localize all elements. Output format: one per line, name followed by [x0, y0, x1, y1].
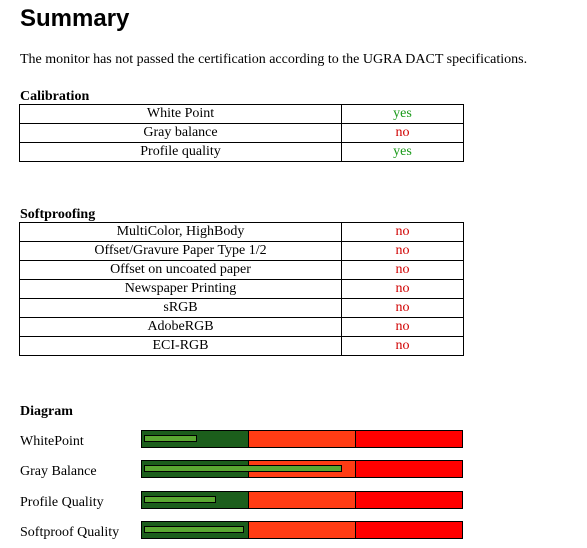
- calibration-table: White Point yes Gray balance no Profile …: [19, 104, 464, 162]
- row-name: Offset on uncoated paper: [19, 260, 342, 280]
- row-value: yes: [341, 104, 464, 124]
- row-name: AdobeRGB: [19, 317, 342, 337]
- row-name: White Point: [19, 104, 342, 124]
- diagram-bar-profile-quality: [141, 491, 463, 509]
- zone-warning: [249, 492, 356, 508]
- row-name: Offset/Gravure Paper Type 1/2: [19, 241, 342, 261]
- zone-warning: [249, 522, 356, 538]
- row-value: no: [341, 317, 464, 337]
- diagram-bar-whitepoint: [141, 430, 463, 448]
- diagram-label-whitepoint: WhitePoint: [20, 434, 84, 449]
- diagram-label-profile-quality: Profile Quality: [20, 495, 104, 510]
- table-row: Newspaper Printing no: [19, 279, 464, 299]
- table-row: MultiColor, HighBody no: [19, 222, 464, 242]
- row-name: Profile quality: [19, 142, 342, 162]
- softproofing-heading: Softproofing: [20, 207, 96, 222]
- diagram-heading: Diagram: [20, 404, 73, 419]
- level-indicator: [144, 435, 197, 442]
- diagram-bar-gray-balance: [141, 460, 463, 478]
- table-row: White Point yes: [19, 104, 464, 124]
- diagram-label-gray-balance: Gray Balance: [20, 464, 97, 479]
- row-value: no: [341, 279, 464, 299]
- table-row: AdobeRGB no: [19, 317, 464, 337]
- level-indicator: [144, 526, 244, 533]
- row-name: sRGB: [19, 298, 342, 318]
- diagram-label-softproof-quality: Softproof Quality: [20, 525, 120, 540]
- zone-fail: [356, 431, 462, 447]
- zone-fail: [356, 492, 462, 508]
- diagram-bar-softproof-quality: [141, 521, 463, 539]
- calibration-heading: Calibration: [20, 89, 90, 104]
- level-indicator: [144, 496, 216, 503]
- page-title: Summary: [20, 5, 130, 32]
- row-value: no: [341, 260, 464, 280]
- row-name: Gray balance: [19, 123, 342, 143]
- row-value: yes: [341, 142, 464, 162]
- row-value: no: [341, 222, 464, 242]
- row-value: no: [341, 298, 464, 318]
- table-row: Gray balance no: [19, 123, 464, 143]
- table-row: Offset/Gravure Paper Type 1/2 no: [19, 241, 464, 261]
- softproofing-table: MultiColor, HighBody no Offset/Gravure P…: [19, 222, 464, 356]
- row-value: no: [341, 241, 464, 261]
- row-value: no: [341, 336, 464, 356]
- table-row: Profile quality yes: [19, 142, 464, 162]
- level-indicator: [144, 465, 342, 472]
- table-row: Offset on uncoated paper no: [19, 260, 464, 280]
- zone-warning: [249, 431, 356, 447]
- table-row: sRGB no: [19, 298, 464, 318]
- row-name: ECI-RGB: [19, 336, 342, 356]
- row-value: no: [341, 123, 464, 143]
- row-name: MultiColor, HighBody: [19, 222, 342, 242]
- zone-fail: [356, 522, 462, 538]
- certification-status-text: The monitor has not passed the certifica…: [20, 52, 528, 67]
- table-row: ECI-RGB no: [19, 336, 464, 356]
- row-name: Newspaper Printing: [19, 279, 342, 299]
- zone-fail: [356, 461, 462, 477]
